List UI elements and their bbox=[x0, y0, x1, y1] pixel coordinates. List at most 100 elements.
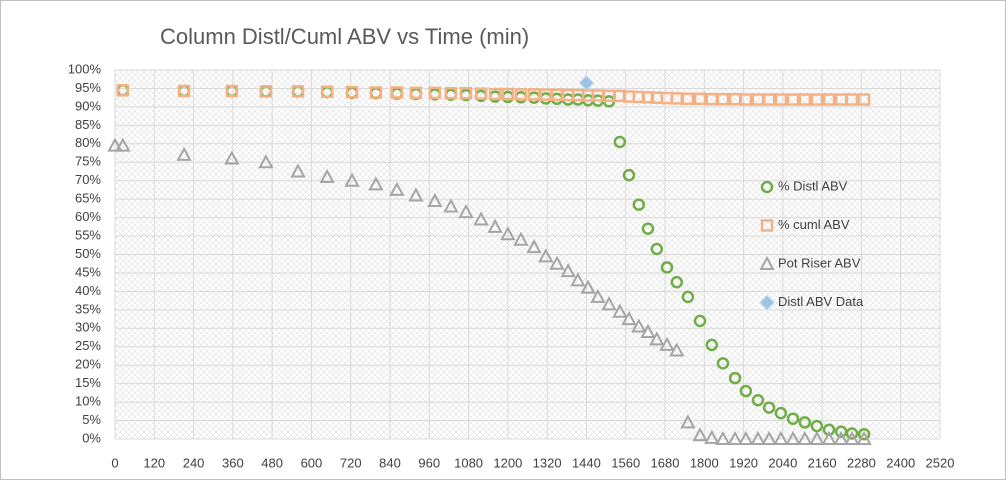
data-point bbox=[225, 84, 239, 98]
data-point bbox=[474, 87, 488, 100]
data-point bbox=[107, 137, 123, 152]
data-point bbox=[578, 75, 595, 91]
data-point bbox=[488, 87, 502, 101]
x-tick-label: 2040 bbox=[768, 455, 797, 470]
data-point bbox=[680, 414, 696, 429]
data-point bbox=[809, 430, 825, 445]
data-point bbox=[640, 323, 656, 338]
data-point bbox=[798, 93, 812, 106]
data-point bbox=[845, 427, 859, 440]
data-point bbox=[785, 430, 801, 445]
data-point bbox=[177, 84, 191, 98]
x-tick-label: 2400 bbox=[886, 455, 915, 470]
data-point bbox=[762, 93, 776, 106]
data-point bbox=[560, 263, 576, 278]
data-point bbox=[716, 92, 730, 106]
data-point bbox=[501, 87, 515, 101]
data-point bbox=[176, 146, 192, 161]
data-point bbox=[443, 198, 459, 213]
y-tick-label: 30% bbox=[75, 320, 101, 335]
data-point bbox=[670, 275, 684, 289]
data-point bbox=[116, 84, 130, 97]
legend-label: % Distl ABV bbox=[778, 178, 848, 193]
data-point bbox=[291, 85, 305, 98]
x-tick-label: 960 bbox=[418, 455, 440, 470]
data-point bbox=[601, 296, 617, 311]
data-point bbox=[631, 318, 647, 333]
x-tick-label: 360 bbox=[222, 455, 244, 470]
data-point bbox=[319, 168, 335, 184]
x-tick-label: 1080 bbox=[454, 455, 483, 470]
data-point bbox=[613, 135, 627, 149]
y-tick-label: 60% bbox=[75, 209, 101, 224]
data-point bbox=[369, 86, 383, 99]
data-point bbox=[810, 93, 824, 106]
data-point bbox=[727, 430, 743, 445]
data-point bbox=[549, 255, 565, 270]
data-point bbox=[774, 93, 788, 106]
data-point bbox=[570, 272, 586, 287]
data-point bbox=[513, 231, 529, 246]
data-point bbox=[786, 93, 800, 106]
y-tick-label: 55% bbox=[75, 227, 101, 242]
legend-marker bbox=[760, 180, 774, 194]
data-point bbox=[527, 88, 541, 101]
data-point bbox=[798, 416, 812, 429]
y-tick-label: 25% bbox=[75, 338, 101, 353]
x-tick-label: 240 bbox=[183, 455, 205, 470]
data-point bbox=[526, 239, 542, 254]
x-tick-label: 1920 bbox=[729, 455, 758, 470]
data-point bbox=[681, 290, 695, 304]
data-point bbox=[409, 86, 423, 100]
y-tick-label: 10% bbox=[75, 394, 101, 409]
data-point bbox=[844, 430, 860, 445]
data-point bbox=[427, 192, 443, 207]
legend-label: Distl ABV Data bbox=[778, 294, 864, 309]
data-point bbox=[408, 187, 424, 202]
y-tick-label: 100% bbox=[68, 61, 102, 76]
data-point bbox=[612, 303, 628, 318]
data-point bbox=[290, 163, 306, 178]
data-point bbox=[650, 242, 664, 256]
data-point bbox=[822, 93, 836, 106]
x-tick-label: 1800 bbox=[690, 455, 719, 470]
legend-label: % cuml ABV bbox=[778, 217, 850, 232]
x-tick-label: 1560 bbox=[611, 455, 640, 470]
legend-marker bbox=[759, 255, 775, 270]
data-point bbox=[774, 406, 788, 420]
y-tick-label: 75% bbox=[75, 154, 101, 169]
data-point bbox=[797, 430, 813, 445]
y-tick-label: 0% bbox=[82, 430, 101, 445]
data-point bbox=[621, 310, 637, 326]
data-point bbox=[845, 93, 859, 106]
x-tick-label: 1680 bbox=[651, 455, 680, 470]
data-point bbox=[258, 154, 274, 169]
data-point bbox=[728, 371, 742, 385]
data-point bbox=[704, 429, 720, 444]
x-tick-label: 1200 bbox=[493, 455, 522, 470]
data-point bbox=[660, 261, 674, 274]
data-point bbox=[739, 93, 753, 106]
y-tick-label: 40% bbox=[75, 283, 101, 298]
y-tick-label: 15% bbox=[75, 375, 101, 390]
data-point bbox=[390, 86, 404, 99]
data-point bbox=[641, 222, 655, 235]
data-point bbox=[751, 394, 765, 407]
data-point bbox=[487, 218, 503, 233]
data-point bbox=[681, 92, 695, 106]
data-point bbox=[669, 342, 685, 357]
y-tick-label: 20% bbox=[75, 357, 101, 372]
data-point bbox=[459, 86, 473, 100]
x-tick-label: 1320 bbox=[533, 455, 562, 470]
legend-marker bbox=[760, 219, 774, 232]
data-point bbox=[622, 168, 636, 182]
y-tick-label: 5% bbox=[82, 412, 101, 427]
y-tick-label: 50% bbox=[75, 246, 101, 261]
data-point bbox=[345, 85, 359, 99]
data-point bbox=[659, 336, 675, 351]
data-point bbox=[259, 85, 273, 98]
x-tick-label: 840 bbox=[379, 455, 401, 470]
data-point bbox=[580, 279, 596, 294]
data-point bbox=[692, 427, 708, 442]
